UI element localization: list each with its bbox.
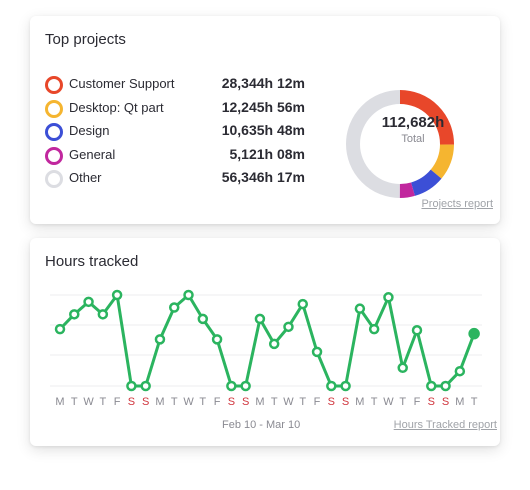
projects-report-link[interactable]: Projects report xyxy=(421,198,493,210)
legend-project-name: Desktop: Qt part xyxy=(69,99,164,115)
donut-slice xyxy=(346,90,454,198)
hours-data-point[interactable] xyxy=(397,362,408,374)
hours-data-point[interactable] xyxy=(311,346,323,358)
legend-color-ring-icon xyxy=(45,99,63,118)
hours-data-point[interactable] xyxy=(211,334,223,345)
hours-data-point[interactable] xyxy=(283,321,294,333)
x-tick-label: S xyxy=(142,396,149,408)
x-tick-label: M xyxy=(155,396,164,408)
x-tick-label: M xyxy=(255,396,264,408)
donut-slice xyxy=(346,90,454,198)
hours-data-point[interactable] xyxy=(383,292,394,303)
hours-data-point[interactable] xyxy=(168,302,180,313)
hours-data-point[interactable] xyxy=(197,313,209,325)
top-projects-card: Top projects Customer Support 28,344h 12m… xyxy=(30,16,500,224)
hours-data-point[interactable] xyxy=(183,289,194,301)
hours-data-point[interactable] xyxy=(240,380,251,392)
hours-data-point[interactable] xyxy=(83,296,94,308)
x-tick-label: T xyxy=(271,396,278,408)
hours-data-point[interactable] xyxy=(54,323,66,335)
hours-data-point[interactable] xyxy=(69,309,80,320)
hours-data-point[interactable] xyxy=(340,380,351,392)
x-tick-label: W xyxy=(383,396,394,408)
x-tick-label: T xyxy=(199,396,206,408)
legend-row: Desktop: Qt part 12,245h 56m xyxy=(45,98,305,118)
x-tick-label: W xyxy=(183,396,194,408)
legend-row: General 5,121h 08m xyxy=(45,145,305,165)
hours-data-point[interactable] xyxy=(326,380,337,392)
hours-data-point[interactable] xyxy=(426,380,437,392)
date-range-label: Feb 10 - Mar 10 xyxy=(222,419,301,431)
hours-series-line xyxy=(58,293,476,388)
x-tick-label: T xyxy=(299,396,306,408)
x-tick-label: F xyxy=(414,396,421,408)
x-tick-label: M xyxy=(55,396,64,408)
x-tick-label: W xyxy=(83,396,94,408)
legend-project-name: General xyxy=(69,146,116,162)
legend-color-ring-icon xyxy=(45,170,63,188)
x-tick-label: S xyxy=(442,396,449,408)
legend-row: Design 10,635h 48m xyxy=(45,121,305,141)
hours-data-point[interactable] xyxy=(154,334,166,345)
x-tick-label: S xyxy=(328,396,335,408)
hours-data-point[interactable] xyxy=(111,289,123,301)
x-tick-label: S xyxy=(342,396,349,408)
legend-project-hours: 10,635h 48m xyxy=(221,122,305,138)
x-tick-label: F xyxy=(314,396,321,408)
x-tick-label: S xyxy=(228,396,235,408)
x-tick-label: T xyxy=(71,396,78,408)
hours-data-point[interactable] xyxy=(254,313,266,325)
legend-color-ring-icon xyxy=(45,123,63,141)
x-tick-label: M xyxy=(455,396,464,408)
x-tick-label: F xyxy=(214,396,221,408)
legend-project-name: Other xyxy=(69,170,102,185)
hours-data-point[interactable] xyxy=(140,380,151,392)
hours-data-point[interactable] xyxy=(468,327,480,340)
donut-total-label: Total xyxy=(401,133,425,145)
legend-project-hours: 5,121h 08m xyxy=(229,145,306,162)
hours-data-point[interactable] xyxy=(454,365,466,377)
hours-data-point[interactable] xyxy=(440,380,451,392)
hours-data-point[interactable] xyxy=(268,338,280,350)
legend-color-ring-icon xyxy=(45,146,63,165)
x-tick-label: M xyxy=(355,396,364,408)
x-tick-label: S xyxy=(242,396,249,408)
legend-color-ring-icon xyxy=(45,76,63,94)
top-projects-title: Top projects xyxy=(45,31,126,48)
hours-data-point[interactable] xyxy=(411,325,423,336)
legend-project-hours: 12,245h 56m xyxy=(221,98,305,115)
x-tick-label: T xyxy=(471,396,478,408)
x-tick-label: T xyxy=(171,396,178,408)
hours-tracked-report-link[interactable]: Hours Tracked report xyxy=(393,419,497,431)
hours-data-point[interactable] xyxy=(297,298,309,310)
donut-total-value: 112,682h xyxy=(381,114,445,131)
x-tick-label: F xyxy=(114,396,121,408)
hours-data-point[interactable] xyxy=(226,380,237,392)
legend-project-name: Design xyxy=(69,123,110,138)
x-tick-label: S xyxy=(128,396,135,408)
x-tick-label: T xyxy=(399,396,406,408)
hours-data-point[interactable] xyxy=(97,309,109,320)
x-tick-label: T xyxy=(371,396,378,408)
legend-project-hours: 56,346h 17m xyxy=(221,169,305,185)
hours-tracked-title: Hours tracked xyxy=(45,253,139,270)
legend-row: Customer Support 28,344h 12m xyxy=(45,74,305,94)
x-tick-label: W xyxy=(283,396,294,408)
hours-data-point[interactable] xyxy=(354,303,366,314)
projects-donut-chart xyxy=(346,90,454,198)
legend-project-hours: 28,344h 12m xyxy=(221,75,305,91)
legend-project-name: Customer Support xyxy=(69,76,175,91)
x-tick-label: S xyxy=(428,396,435,408)
legend-row: Other 56,346h 17m xyxy=(45,168,305,188)
x-tick-label: T xyxy=(99,396,106,408)
hours-data-point[interactable] xyxy=(126,380,137,392)
hours-data-point[interactable] xyxy=(368,323,380,335)
